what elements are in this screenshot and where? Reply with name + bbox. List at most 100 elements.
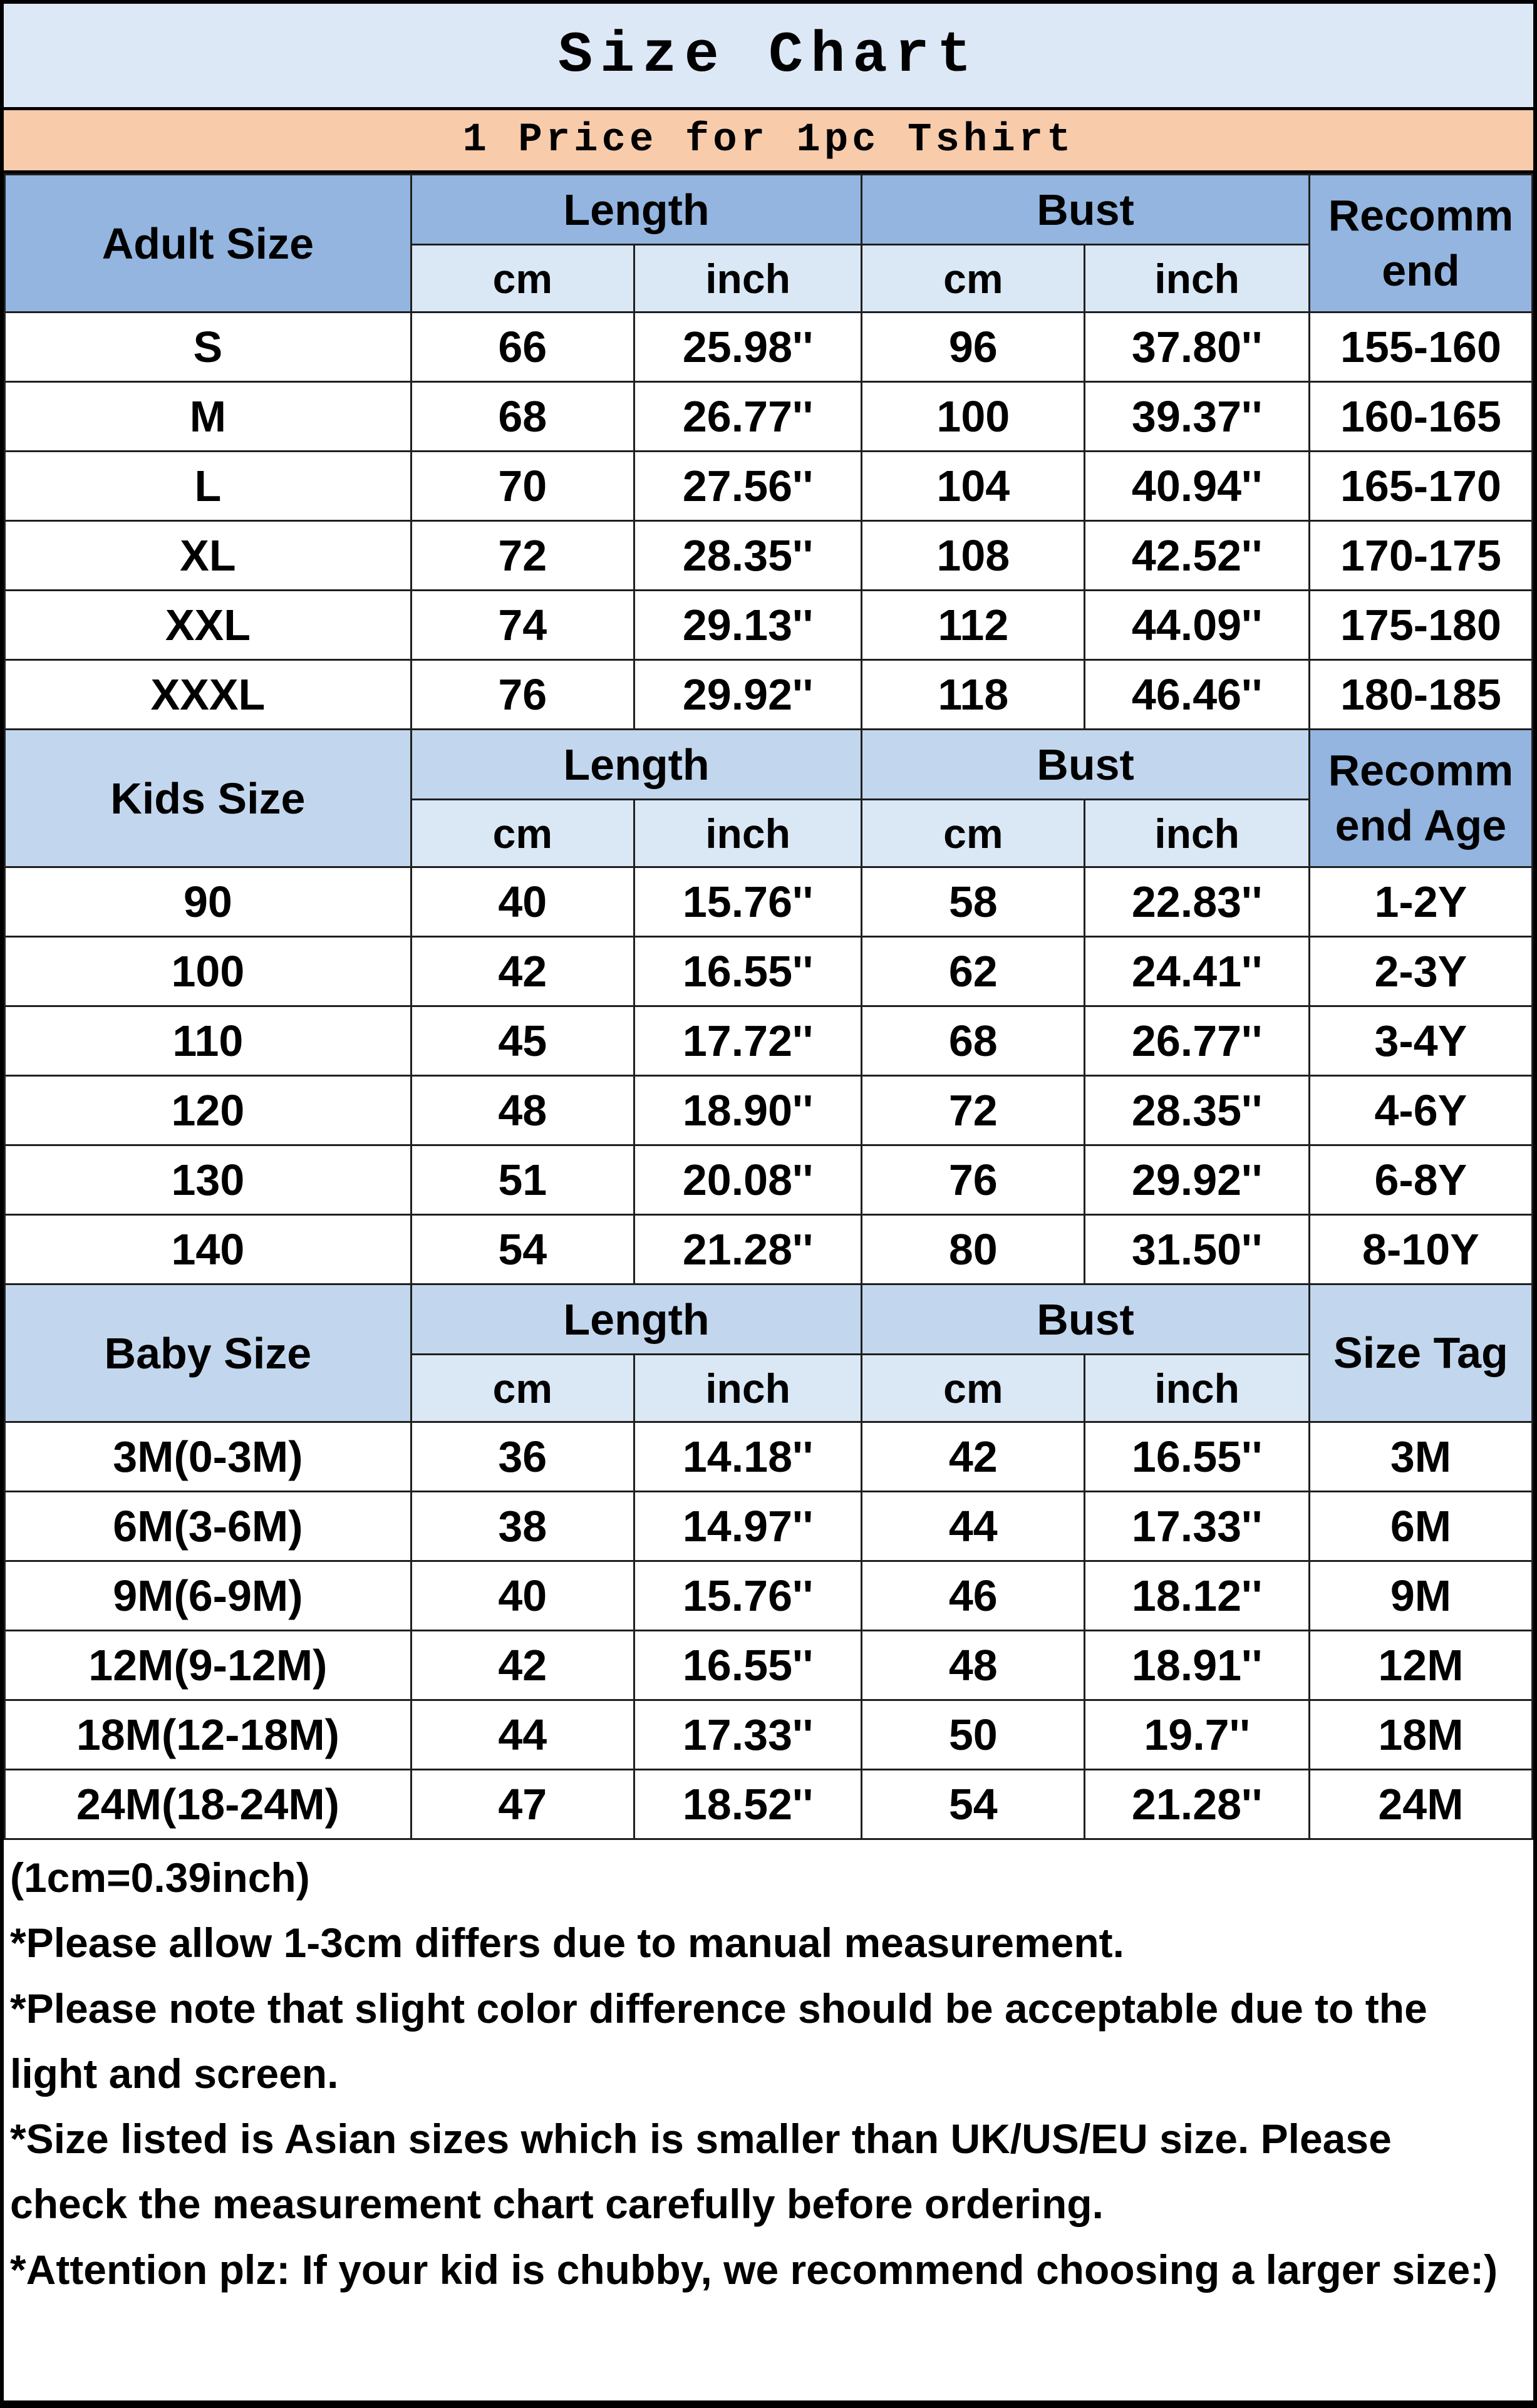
table-row: 120 48 18.90'' 72 28.35'' 4-6Y — [4, 1075, 1534, 1146]
value-cell: 170-175 — [1308, 520, 1534, 591]
value-cell: 37.80'' — [1084, 311, 1310, 383]
unit-header: cm — [861, 798, 1086, 868]
table-row: XL 72 28.35'' 108 42.52'' 170-175 — [4, 520, 1534, 591]
value-cell: 96 — [861, 311, 1086, 383]
value-cell: 48 — [410, 1075, 635, 1146]
value-cell: 28.35'' — [633, 520, 863, 591]
size-cell: 140 — [4, 1214, 412, 1285]
value-cell: 100 — [861, 381, 1086, 452]
unit-header: inch — [633, 244, 863, 313]
value-cell: 26.77'' — [1084, 1005, 1310, 1077]
value-cell: 2-3Y — [1308, 936, 1534, 1007]
unit-header-row: cm inch cm inch — [5, 798, 1533, 868]
value-cell: 19.7'' — [1084, 1699, 1310, 1770]
value-cell: 66 — [410, 311, 635, 383]
note-line: *Please note that slight color differenc… — [10, 1985, 1427, 2097]
table-row: 18M(12-18M) 44 17.33'' 50 19.7'' 18M — [4, 1699, 1534, 1770]
value-cell: 46 — [861, 1560, 1086, 1631]
value-cell: 3M — [1308, 1421, 1534, 1492]
value-cell: 118 — [861, 659, 1086, 730]
table-row: XXXL 76 29.92'' 118 46.46'' 180-185 — [4, 659, 1534, 730]
column-group-header: Bust — [861, 728, 1310, 800]
value-cell: 6-8Y — [1308, 1144, 1534, 1216]
size-cell: 110 — [4, 1005, 412, 1077]
value-cell: 42 — [861, 1421, 1086, 1492]
value-cell: 17.33'' — [633, 1699, 863, 1770]
value-cell: 15.76'' — [633, 866, 863, 938]
size-cell: XXL — [4, 589, 412, 661]
value-cell: 80 — [861, 1214, 1086, 1285]
value-cell: 38 — [410, 1491, 635, 1562]
size-cell: L — [4, 450, 412, 522]
value-cell: 44 — [410, 1699, 635, 1770]
size-cell: 18M(12-18M) — [4, 1699, 412, 1770]
value-cell: 1-2Y — [1308, 866, 1534, 938]
value-cell: 54 — [410, 1214, 635, 1285]
unit-header: inch — [633, 1353, 863, 1423]
value-cell: 68 — [410, 381, 635, 452]
unit-header: inch — [1084, 244, 1310, 313]
value-cell: 180-185 — [1308, 659, 1534, 730]
column-group-header: Length — [410, 728, 863, 800]
value-cell: 175-180 — [1308, 589, 1534, 661]
value-cell: 24.41'' — [1084, 936, 1310, 1007]
value-cell: 18.52'' — [633, 1769, 863, 1840]
table-row: 100 42 16.55'' 62 24.41'' 2-3Y — [4, 936, 1534, 1007]
value-cell: 8-10Y — [1308, 1214, 1534, 1285]
section-header-row: Adult Size Length Bust Recomm end — [4, 173, 1534, 313]
value-cell: 46.46'' — [1084, 659, 1310, 730]
value-cell: 42.52'' — [1084, 520, 1310, 591]
table-row: 9M(6-9M) 40 15.76'' 46 18.12'' 9M — [4, 1560, 1534, 1631]
value-cell: 76 — [410, 659, 635, 730]
value-cell: 31.50'' — [1084, 1214, 1310, 1285]
header-line: Recomm — [1328, 746, 1514, 795]
header-line: end — [1382, 245, 1460, 295]
value-cell: 58 — [861, 866, 1086, 938]
value-cell: 36 — [410, 1421, 635, 1492]
price-banner: 1 Price for 1pc Tshirt — [4, 110, 1533, 173]
value-cell: 18.12'' — [1084, 1560, 1310, 1631]
table-row: 24M(18-24M) 47 18.52'' 54 21.28'' 24M — [4, 1769, 1534, 1840]
value-cell: 50 — [861, 1699, 1086, 1770]
size-cell: 9M(6-9M) — [4, 1560, 412, 1631]
column-group-header: Length — [410, 173, 863, 245]
value-cell: 25.98'' — [633, 311, 863, 383]
value-cell: 40 — [410, 1560, 635, 1631]
value-cell: 26.77'' — [633, 381, 863, 452]
value-cell: 29.13'' — [633, 589, 863, 661]
value-cell: 28.35'' — [1084, 1075, 1310, 1146]
section-header-row: Baby Size Length Bust Size Tag — [4, 1283, 1534, 1423]
table-row: 90 40 15.76'' 58 22.83'' 1-2Y — [4, 866, 1534, 938]
value-cell: 54 — [861, 1769, 1086, 1840]
column-group-header: Bust — [861, 1283, 1310, 1355]
size-cell: M — [4, 381, 412, 452]
value-cell: 40 — [410, 866, 635, 938]
column-group-header: Bust — [861, 173, 1310, 245]
unit-header: cm — [410, 244, 635, 313]
table-row: 130 51 20.08'' 76 29.92'' 6-8Y — [4, 1144, 1534, 1216]
value-cell: 76 — [861, 1144, 1086, 1216]
value-cell: 12M — [1308, 1630, 1534, 1701]
value-cell: 45 — [410, 1005, 635, 1077]
value-cell: 21.28'' — [1084, 1769, 1310, 1840]
recommend-column-header: Recomm end Age — [1308, 728, 1534, 868]
size-table: Adult Size Length Bust Recomm end cm inch cm inc… — [4, 173, 1534, 1840]
unit-header: cm — [410, 798, 635, 868]
value-cell: 16.55'' — [1084, 1421, 1310, 1492]
unit-header: cm — [861, 1353, 1086, 1423]
value-cell: 62 — [861, 936, 1086, 1007]
value-cell: 21.28'' — [633, 1214, 863, 1285]
size-cell: 100 — [4, 936, 412, 1007]
value-cell: 14.97'' — [633, 1491, 863, 1562]
header-line: Recomm — [1328, 191, 1514, 240]
value-cell: 47 — [410, 1769, 635, 1840]
page-title: Size Chart — [4, 4, 1533, 110]
value-cell: 18.91'' — [1084, 1630, 1310, 1701]
table-row: XXL 74 29.13'' 112 44.09'' 175-180 — [4, 589, 1534, 661]
value-cell: 22.83'' — [1084, 866, 1310, 938]
table-row: 12M(9-12M) 42 16.55'' 48 18.91'' 12M — [4, 1630, 1534, 1701]
table-row: 110 45 17.72'' 68 26.77'' 3-4Y — [4, 1005, 1534, 1077]
unit-header: cm — [410, 1353, 635, 1423]
footnotes: (1cm=0.39inch) *Please allow 1-3cm differ… — [4, 1840, 1533, 2400]
